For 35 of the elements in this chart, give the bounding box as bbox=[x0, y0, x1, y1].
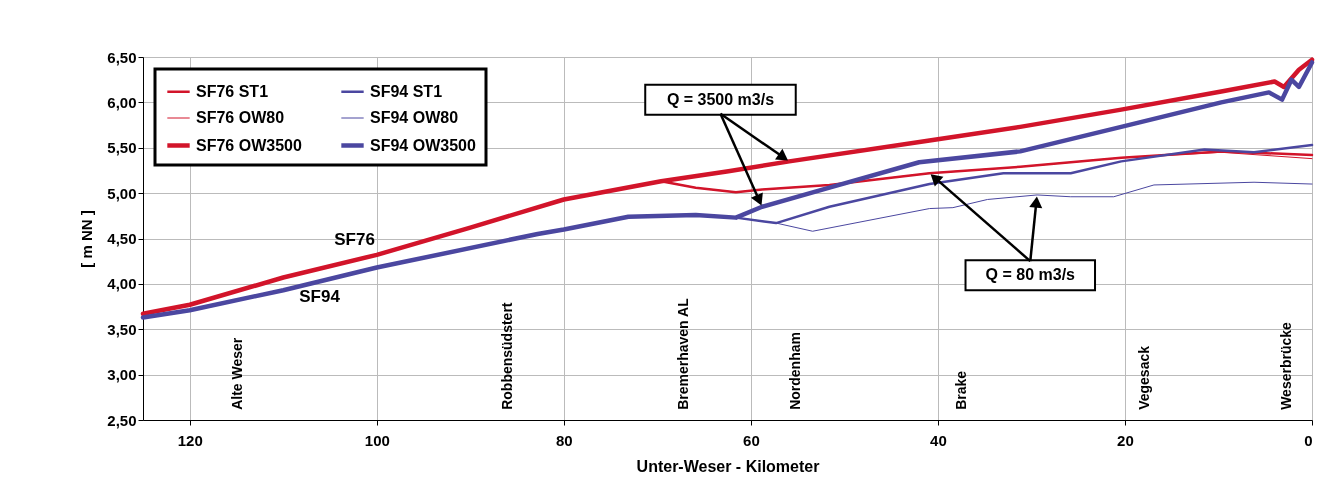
x-tick-label: 60 bbox=[743, 431, 760, 449]
legend-label: SF94 OW3500 bbox=[370, 136, 476, 154]
annotation: Bremerhaven AL bbox=[675, 297, 692, 410]
annotation: SF76 bbox=[334, 229, 375, 249]
y-tick-label: 6,00 bbox=[107, 93, 137, 111]
legend-label: SF76 OW3500 bbox=[196, 136, 302, 154]
legend-label: SF94 OW80 bbox=[370, 109, 459, 126]
y-tick-label: 3,50 bbox=[107, 320, 137, 338]
x-tick-label: 80 bbox=[556, 431, 573, 449]
annotation: Nordenham bbox=[787, 332, 804, 410]
legend-label: SF94 ST1 bbox=[370, 82, 443, 100]
y-tick-label: 5,00 bbox=[107, 184, 137, 202]
x-tick-label: 120 bbox=[177, 431, 203, 449]
legend-label: SF76 OW80 bbox=[196, 109, 285, 126]
annotation: Weserbrücke bbox=[1278, 321, 1295, 410]
x-axis-title: Unter-Weser - Kilometer bbox=[636, 457, 820, 475]
annotation: Vegesack bbox=[1135, 345, 1152, 410]
y-tick-label: 2,50 bbox=[107, 411, 137, 429]
x-tick-label: 0 bbox=[1304, 431, 1313, 449]
legend-label: SF76 ST1 bbox=[196, 82, 269, 100]
annotation: SF94 bbox=[299, 286, 341, 306]
annotation: Alte Weser bbox=[228, 337, 245, 410]
y-tick-label: 4,00 bbox=[107, 275, 137, 293]
y-tick-label: 3,00 bbox=[107, 366, 137, 384]
annotation: Brake bbox=[953, 370, 970, 410]
annotation: Robbensüdstert bbox=[498, 302, 515, 410]
y-tick-label: 5,50 bbox=[107, 139, 137, 157]
x-tick-label: 20 bbox=[1117, 431, 1134, 449]
y-tick-label: 4,50 bbox=[107, 230, 137, 247]
y-tick-label: 6,50 bbox=[107, 48, 137, 66]
x-tick-label: 100 bbox=[364, 431, 390, 449]
y-axis-title: [ m NN ] bbox=[78, 210, 96, 268]
annotation: Q = 80 m3/s bbox=[985, 266, 1076, 284]
annotation: Q = 3500 m3/s bbox=[666, 90, 775, 108]
x-tick-label: 40 bbox=[930, 431, 947, 449]
